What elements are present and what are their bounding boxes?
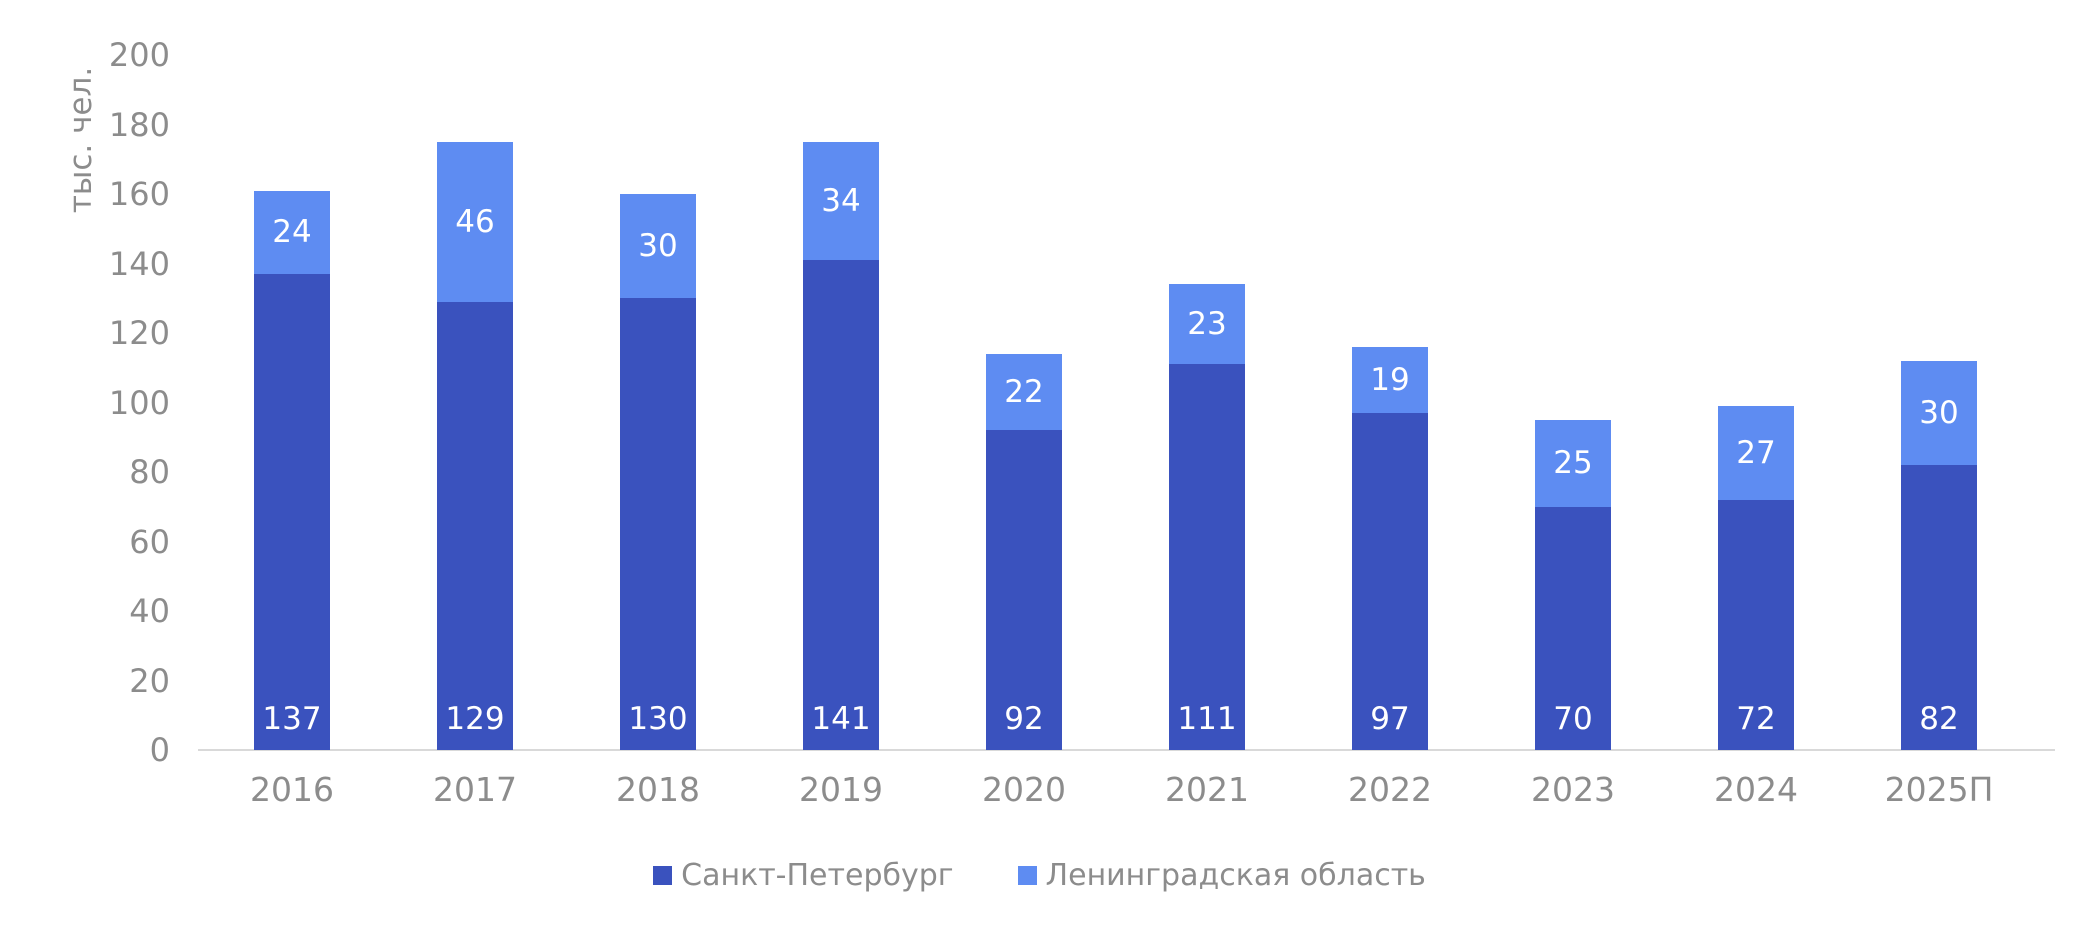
segment-item: 27 — [1718, 406, 1794, 500]
value-label-item: 25 — [1553, 445, 1593, 482]
segment-item: 22 — [986, 353, 1062, 431]
value-label-item: 46 — [455, 203, 495, 240]
segment-item: 97 — [1352, 412, 1428, 750]
segment-item: 30 — [1901, 360, 1977, 466]
y-tick-80: 80 — [129, 453, 170, 491]
segment-item: 137 — [254, 273, 330, 750]
x-label-2017: 2017 — [433, 770, 517, 809]
segment-item: 23 — [1169, 284, 1245, 365]
y-tick-60: 60 — [129, 522, 170, 561]
x-label-2019: 2019 — [799, 770, 883, 809]
y-tick-0: 0 — [149, 731, 170, 769]
y-tick-160: 160 — [108, 175, 170, 213]
value-label-item: 129 — [445, 701, 505, 737]
legend-swatch-icon — [653, 866, 673, 885]
segment-item: 34 — [803, 141, 879, 261]
legend-label: Санкт-Петербург — [681, 858, 954, 893]
segment-item: 46 — [437, 141, 513, 302]
y-tick-20: 20 — [129, 661, 170, 700]
value-label-item: 34 — [821, 182, 861, 219]
x-axis-line — [198, 749, 2055, 751]
segment-item: 72 — [1718, 499, 1794, 750]
segment-item: 82 — [1901, 465, 1977, 750]
value-label-item: 97 — [1370, 701, 1410, 737]
value-label-item: 82 — [1919, 701, 1959, 737]
x-label-2025: 2025П — [1884, 770, 1994, 809]
value-label-item: 137 — [262, 701, 322, 737]
x-label-2023: 2023 — [1531, 770, 1615, 809]
legend: Санкт-Петербург Ленинградская область — [0, 858, 2079, 893]
value-label-item: 130 — [628, 701, 688, 737]
segment-item: 141 — [803, 260, 879, 750]
legend-label: Ленинградская область — [1045, 858, 1426, 893]
value-label-item: 72 — [1736, 701, 1776, 737]
value-label-item: 141 — [811, 701, 871, 737]
segment-item: 30 — [620, 194, 696, 299]
value-label-item: 70 — [1553, 701, 1593, 737]
legend-swatch-icon — [1017, 866, 1037, 885]
value-label-item: 30 — [1919, 394, 1959, 431]
x-label-2020: 2020 — [982, 770, 1066, 809]
y-tick-120: 120 — [108, 314, 170, 352]
value-label-item: 19 — [1370, 361, 1410, 398]
value-label-item: 27 — [1736, 434, 1776, 471]
x-label-2022: 2022 — [1348, 770, 1432, 809]
x-label-2016: 2016 — [250, 770, 334, 809]
segment-item: 25 — [1535, 419, 1611, 507]
value-label-item: 30 — [638, 228, 678, 265]
segment-item: 92 — [986, 430, 1062, 750]
y-tick-40: 40 — [129, 592, 170, 630]
y-tick-180: 180 — [108, 105, 170, 144]
y-tick-140: 140 — [108, 244, 170, 283]
x-label-2021: 2021 — [1165, 770, 1249, 809]
segment-item: 70 — [1535, 506, 1611, 750]
value-label-item: 92 — [1004, 701, 1044, 737]
x-label-2018: 2018 — [616, 770, 700, 809]
legend-item-item: Санкт-Петербург — [653, 858, 954, 893]
segment-item: 24 — [254, 190, 330, 274]
value-label-item: 24 — [272, 214, 312, 251]
y-tick-200: 200 — [108, 36, 170, 74]
segment-item: 111 — [1169, 364, 1245, 750]
segment-item: 19 — [1352, 346, 1428, 413]
legend-item-item: Ленинградская область — [1017, 858, 1426, 893]
segment-item: 129 — [437, 301, 513, 750]
plot-area: 137 24 129 46 130 30 141 34 92 22 111 23 97 19 70 25 72 2… — [198, 55, 2055, 751]
x-label-2024: 2024 — [1714, 770, 1798, 809]
value-label-item: 111 — [1177, 701, 1237, 737]
segment-item: 130 — [620, 298, 696, 750]
value-label-item: 22 — [1004, 374, 1044, 411]
y-tick-100: 100 — [108, 383, 170, 422]
value-label-item: 23 — [1187, 306, 1227, 343]
